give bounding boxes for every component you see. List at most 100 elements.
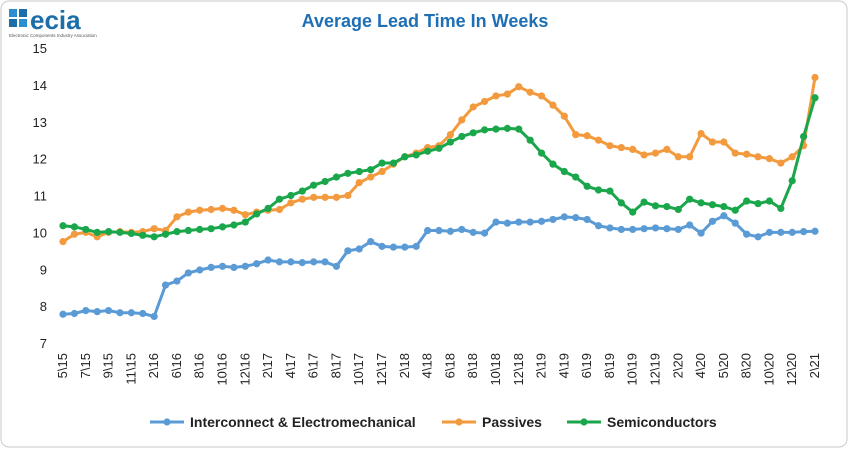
x-tick-label: 11\15 xyxy=(123,353,138,385)
data-point xyxy=(184,208,192,216)
data-point xyxy=(82,225,90,234)
data-point xyxy=(800,228,808,236)
data-point xyxy=(811,227,819,235)
data-point xyxy=(173,228,181,236)
data-point xyxy=(788,153,796,161)
data-point xyxy=(367,237,375,246)
data-point xyxy=(344,247,352,255)
data-point xyxy=(777,228,785,236)
data-point xyxy=(743,150,751,158)
x-tick-label: 12\18 xyxy=(511,353,526,386)
data-point xyxy=(560,213,568,221)
x-tick-label: 8\19 xyxy=(602,353,617,378)
data-point xyxy=(127,229,135,238)
data-point xyxy=(469,129,477,137)
chart-title: Average Lead Time In Weeks xyxy=(302,11,549,31)
data-point xyxy=(355,245,363,253)
data-point xyxy=(218,262,227,270)
data-point xyxy=(332,173,341,181)
data-point xyxy=(526,218,534,226)
data-point xyxy=(332,262,341,270)
data-point xyxy=(230,221,238,229)
data-point xyxy=(572,214,580,222)
data-point xyxy=(492,125,500,133)
x-tick-label: 5\15 xyxy=(55,353,70,378)
data-point xyxy=(777,204,785,213)
legend-swatch xyxy=(163,418,171,426)
x-tick-label: 12\17 xyxy=(374,353,389,386)
data-point xyxy=(93,308,101,316)
data-point xyxy=(663,225,671,233)
data-point xyxy=(139,309,147,318)
x-tick-label: 6\19 xyxy=(579,353,594,378)
data-point xyxy=(241,262,249,270)
data-point xyxy=(526,136,534,144)
data-point xyxy=(389,243,398,251)
data-point xyxy=(241,211,249,219)
data-point xyxy=(287,258,295,266)
data-point xyxy=(104,306,113,315)
data-point xyxy=(150,225,158,233)
data-point xyxy=(765,228,774,236)
data-point xyxy=(321,258,329,266)
y-tick-label: 14 xyxy=(33,78,47,93)
data-point xyxy=(515,218,523,226)
data-point xyxy=(754,200,762,208)
data-point xyxy=(788,228,796,236)
y-tick-label: 7 xyxy=(40,336,47,351)
data-point xyxy=(70,223,78,231)
data-point xyxy=(640,151,648,159)
x-tick-label: 8\16 xyxy=(192,353,207,378)
data-point xyxy=(811,73,819,82)
x-tick-label: 2\20 xyxy=(670,353,685,378)
data-point xyxy=(344,191,352,200)
data-point xyxy=(264,204,272,213)
legend-label: Passives xyxy=(482,414,542,430)
data-point xyxy=(708,217,717,225)
data-point xyxy=(378,242,386,250)
data-point xyxy=(196,266,204,274)
logo: ecia Electronic Components Industry Asso… xyxy=(9,5,97,38)
x-tick-label: 9\15 xyxy=(101,353,116,378)
x-tick-label: 10\18 xyxy=(488,353,503,386)
data-point xyxy=(480,229,489,237)
x-tick-label: 6\18 xyxy=(442,353,457,378)
data-point xyxy=(150,312,158,321)
data-point xyxy=(720,212,728,220)
x-tick-label: 5\20 xyxy=(716,353,731,378)
data-point xyxy=(435,144,443,152)
logo-icon xyxy=(19,9,27,17)
data-point xyxy=(583,182,591,190)
data-point xyxy=(606,224,614,232)
data-point xyxy=(743,230,751,238)
data-point xyxy=(355,167,363,176)
data-point xyxy=(811,94,819,102)
data-point xyxy=(629,208,637,216)
data-point xyxy=(412,242,420,250)
data-point xyxy=(184,269,192,277)
data-point xyxy=(446,138,454,146)
data-point xyxy=(367,166,375,174)
data-point xyxy=(59,222,67,230)
data-point xyxy=(663,145,671,154)
data-point xyxy=(298,187,306,195)
x-tick-label: 2\18 xyxy=(397,353,412,378)
y-tick-label: 12 xyxy=(33,152,47,167)
data-point xyxy=(765,155,774,163)
data-point xyxy=(572,173,580,181)
data-point xyxy=(82,306,90,315)
data-point xyxy=(640,198,648,206)
data-point xyxy=(800,132,808,141)
data-point xyxy=(754,233,762,241)
data-point xyxy=(572,131,580,139)
data-point xyxy=(777,159,785,167)
data-point xyxy=(503,219,511,227)
data-point xyxy=(424,226,432,235)
data-point xyxy=(435,226,443,235)
data-point xyxy=(59,310,67,318)
data-point xyxy=(367,173,375,181)
logo-tagline: Electronic Components Industry Associati… xyxy=(9,33,97,38)
data-point xyxy=(458,132,466,141)
data-point xyxy=(321,177,329,186)
